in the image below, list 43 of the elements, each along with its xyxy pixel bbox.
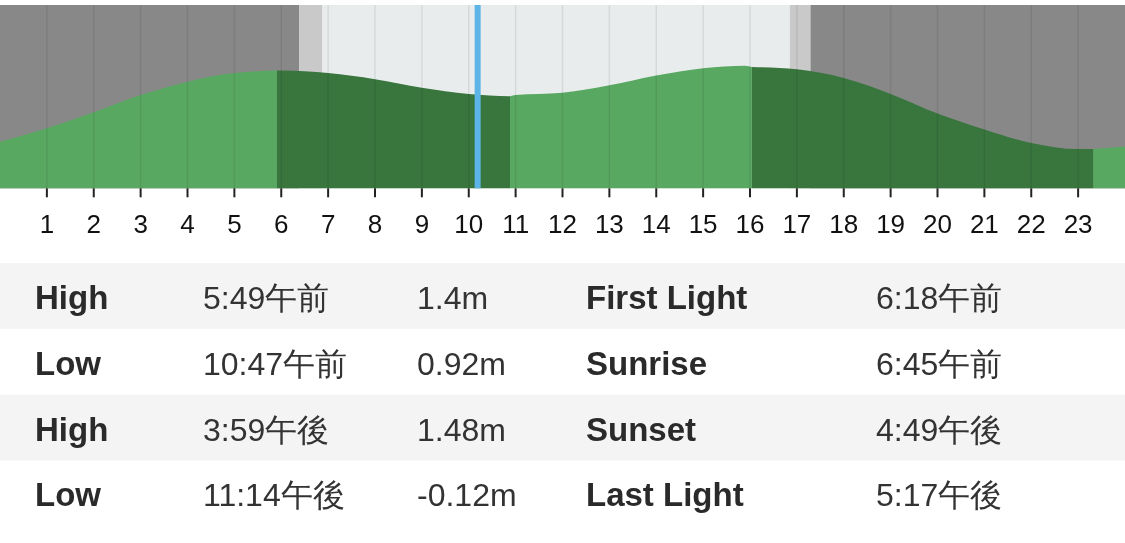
text: Last Light xyxy=(586,476,744,514)
text: First Light xyxy=(586,279,748,316)
x-tick-label: 7 xyxy=(320,209,336,239)
text: 0.92m xyxy=(417,345,506,382)
x-tick-label: 14 xyxy=(641,209,671,239)
text: 6:45午前 xyxy=(876,345,1003,382)
x-tick-label: 8 xyxy=(367,209,383,239)
text: 1.4m xyxy=(417,280,489,316)
text: High xyxy=(35,410,109,448)
x-tick-label: 15 xyxy=(688,209,718,239)
text: High xyxy=(35,279,109,316)
x-tick-label: 16 xyxy=(735,209,765,239)
text: 11:14午後 xyxy=(203,477,345,514)
x-tick-label: 17 xyxy=(782,209,812,239)
text: 4:49午後 xyxy=(876,411,1003,448)
text: 5:17午後 xyxy=(876,477,1003,514)
x-tick-label: 3 xyxy=(133,209,148,239)
x-tick-label: 5 xyxy=(227,209,242,239)
text: 6:18午前 xyxy=(876,280,1003,316)
x-tick-label: 12 xyxy=(548,209,577,239)
x-tick-label: 18 xyxy=(829,209,859,239)
x-tick-label: 19 xyxy=(876,209,906,239)
x-tick-label: 21 xyxy=(969,209,999,239)
text: Sunset xyxy=(586,410,697,448)
text: Low xyxy=(35,344,102,382)
x-tick-label: 6 xyxy=(274,209,289,239)
x-tick-label: 2 xyxy=(86,209,101,239)
x-tick-label: 22 xyxy=(1016,209,1046,239)
text: 5:49午前 xyxy=(203,280,330,316)
text: 1.48m xyxy=(417,411,506,448)
x-tick-label: 20 xyxy=(923,209,952,239)
x-tick-label: 4 xyxy=(180,209,195,239)
x-tick-label: 9 xyxy=(414,209,430,239)
text: 3:59午後 xyxy=(203,411,330,448)
x-tick-label: 23 xyxy=(1063,209,1093,239)
text: -0.12m xyxy=(417,477,517,514)
text: Low xyxy=(35,476,102,514)
x-tick-label: 1 xyxy=(39,209,55,239)
text: 10:47午前 xyxy=(203,345,348,382)
x-tick-label: 10 xyxy=(454,209,484,239)
x-tick-label: 11 xyxy=(502,209,530,239)
text: Sunrise xyxy=(586,344,708,382)
x-tick-label: 13 xyxy=(594,209,624,239)
